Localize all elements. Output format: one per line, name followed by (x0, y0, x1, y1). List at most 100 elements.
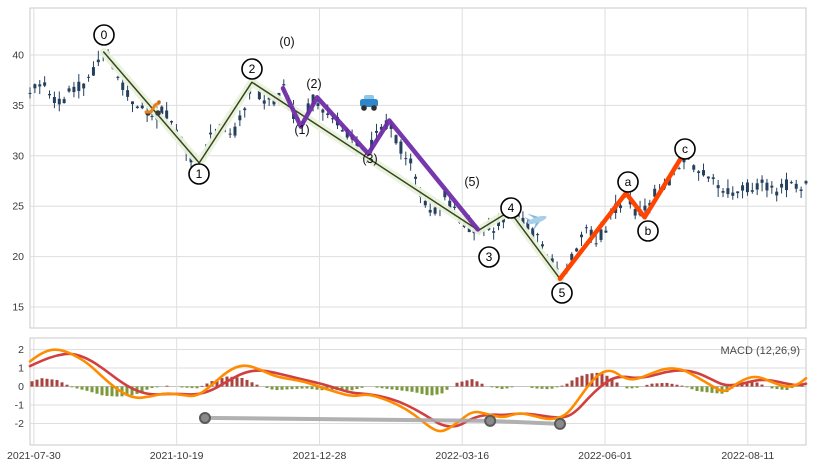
candle (67, 88, 71, 92)
price-y-tick: 30 (12, 150, 24, 162)
macd-histogram-bar (575, 377, 579, 387)
date-x-tick: 2022-08-11 (721, 450, 774, 462)
candle (130, 101, 134, 105)
primary-wave-band (99, 48, 564, 283)
macd-histogram-bar (755, 382, 759, 387)
date-x-tick: 2022-06-01 (578, 450, 632, 462)
macd-histogram-bar (675, 384, 679, 387)
macd-histogram-bar (770, 386, 774, 389)
macd-histogram-bar (585, 374, 589, 387)
price-y-tick: 20 (12, 251, 24, 263)
macd-histogram-bar (455, 382, 459, 387)
macd-histogram-bar (405, 386, 409, 392)
candle (789, 182, 793, 184)
macd-histogram-bar (500, 386, 504, 390)
macd-histogram-bar (415, 386, 419, 393)
macd-histogram-bar (505, 386, 509, 389)
macd-histogram-bar (250, 382, 254, 387)
candle (677, 168, 681, 170)
macd-histogram-bar (75, 386, 79, 389)
macd-histogram-bar (665, 382, 669, 387)
macd-histogram-bar (315, 386, 319, 390)
candle (87, 76, 91, 78)
candle (633, 209, 637, 216)
candle (257, 90, 261, 100)
candle (501, 218, 505, 223)
candle (160, 106, 164, 115)
scooter-icon (144, 100, 161, 116)
macd-histogram-bar (205, 383, 209, 387)
macd-histogram-bar (780, 386, 784, 390)
macd-histogram-bar (230, 376, 234, 387)
candle (389, 124, 393, 129)
macd-histogram-bar (345, 386, 349, 391)
candle (331, 118, 335, 120)
macd-histogram-bar (50, 379, 54, 387)
macd-histogram-bar (240, 378, 244, 387)
macd-histogram-bar (235, 377, 239, 387)
candle (526, 222, 530, 230)
candle (794, 183, 798, 189)
subwave-label: (1) (294, 123, 309, 137)
intermediate-wave-line (280, 86, 481, 232)
macd-histogram-bar (410, 386, 414, 392)
wave-label-b: b (637, 220, 659, 242)
candle (77, 81, 81, 92)
macd-histogram-bar (380, 386, 384, 389)
macd-histogram-bar (630, 386, 634, 389)
candle (643, 205, 647, 211)
macd-histogram-bar (95, 386, 99, 394)
macd-histogram-bar (700, 386, 704, 392)
wave-label-0: 0 (93, 24, 115, 46)
candle (428, 209, 432, 213)
svg-text:5: 5 (559, 286, 566, 300)
candle (82, 83, 86, 89)
macd-histogram-bar (65, 384, 69, 387)
candle (209, 132, 213, 135)
candle (355, 143, 359, 147)
candle (706, 176, 710, 179)
candle (692, 165, 696, 170)
macd-histogram-bar (425, 386, 429, 396)
candle (667, 177, 671, 186)
candle (165, 110, 169, 119)
candle (375, 130, 379, 133)
macd-histogram-bar (570, 380, 574, 387)
macd-histogram-bar (645, 384, 649, 387)
svg-text:c: c (682, 142, 688, 156)
candle (399, 141, 403, 154)
candle (311, 94, 315, 104)
macd-histogram-bar (490, 386, 494, 388)
macd-histogram-bar (70, 386, 74, 388)
wave-label-3: 3 (478, 246, 500, 268)
subwave-label: (0) (279, 35, 294, 49)
price-panel-border (29, 7, 807, 329)
macd-histogram-bar (305, 386, 309, 389)
date-x-tick: 2022-03-16 (435, 450, 489, 462)
candle (423, 200, 427, 206)
price-panel[interactable]: 0 1 2 3 4 5 a b c (0) (2) (1) (3) (5) (28, 24, 808, 304)
macd-histogram-bar (530, 386, 534, 388)
macd-panel[interactable] (28, 348, 808, 433)
macd-histogram-bar (710, 386, 714, 393)
candle (599, 229, 603, 240)
candle (96, 59, 100, 63)
candle (521, 217, 525, 226)
candle (262, 100, 266, 104)
price-y-tick: 15 (12, 302, 24, 314)
candle (409, 158, 413, 164)
macd-histogram-bar (510, 386, 514, 388)
candle (228, 133, 232, 135)
divergence-dot (484, 414, 497, 427)
macd-histogram-bar (775, 386, 779, 390)
candle (745, 182, 749, 193)
macd-histogram-bar (290, 386, 294, 390)
candle (433, 207, 437, 214)
candle (711, 177, 715, 179)
candle (394, 135, 398, 144)
macd-histogram-bar (440, 386, 444, 394)
macd-histogram-bar (30, 381, 34, 387)
macd-histogram-bar (85, 386, 89, 391)
